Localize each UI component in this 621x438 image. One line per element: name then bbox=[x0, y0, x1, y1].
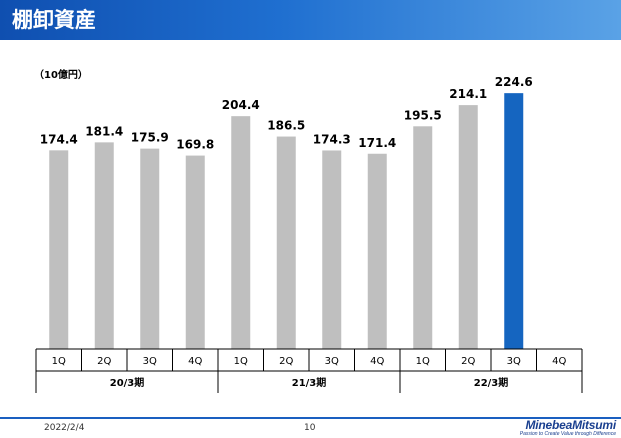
value-label-7: 171.4 bbox=[358, 136, 396, 150]
value-label-6: 174.3 bbox=[313, 132, 351, 146]
value-label-9: 214.1 bbox=[449, 87, 487, 101]
group-label-0: 20/3期 bbox=[110, 376, 145, 389]
category-label-11: 4Q bbox=[552, 356, 566, 367]
footer-date: 2022/2/4 bbox=[44, 423, 85, 433]
bar-10 bbox=[504, 93, 524, 349]
value-label-4: 204.4 bbox=[222, 98, 260, 112]
category-label-2: 3Q bbox=[143, 356, 157, 367]
bar-2 bbox=[140, 148, 160, 349]
bar-3 bbox=[185, 155, 205, 349]
company-logo: MinebeaMitsumi Passion to Create Value t… bbox=[500, 419, 616, 438]
bar-8 bbox=[413, 126, 433, 349]
footer-divider bbox=[0, 417, 621, 419]
category-label-1: 2Q bbox=[97, 356, 111, 367]
category-label-8: 1Q bbox=[416, 356, 430, 367]
category-label-7: 4Q bbox=[370, 356, 384, 367]
logo-wordmark: MinebeaMitsumi bbox=[525, 418, 616, 432]
group-label-2: 22/3期 bbox=[474, 376, 509, 389]
inventory-bar-chart: 174.4 181.4 175.9 169.8 204.4 186.5 174.3 171.4… bbox=[35, 75, 583, 393]
category-label-9: 2Q bbox=[461, 356, 475, 367]
bar-7 bbox=[367, 153, 387, 349]
title-bar: 棚卸資産 bbox=[0, 0, 621, 40]
unit-label: （10億円） bbox=[34, 70, 88, 81]
value-label-1: 181.4 bbox=[85, 124, 123, 138]
bar-9 bbox=[458, 105, 478, 349]
category-label-3: 4Q bbox=[188, 356, 202, 367]
logo-tagline: Passion to Create Value through Differen… bbox=[519, 431, 616, 437]
page-title: 棚卸資産 bbox=[12, 8, 96, 32]
value-label-3: 169.8 bbox=[176, 138, 214, 152]
bar-1 bbox=[94, 142, 114, 349]
value-label-0: 174.4 bbox=[40, 132, 78, 146]
category-label-10: 3Q bbox=[507, 356, 521, 367]
value-label-10: 224.6 bbox=[495, 75, 533, 89]
value-label-8: 195.5 bbox=[404, 108, 442, 122]
value-label-5: 186.5 bbox=[267, 119, 305, 133]
bar-5 bbox=[276, 136, 296, 349]
page-number: 10 bbox=[304, 423, 316, 433]
category-label-0: 1Q bbox=[52, 356, 66, 367]
bar-6 bbox=[322, 150, 342, 349]
bar-0 bbox=[49, 150, 69, 349]
bar-4 bbox=[231, 116, 251, 349]
value-label-2: 175.9 bbox=[131, 131, 169, 145]
category-label-4: 1Q bbox=[234, 356, 248, 367]
category-label-6: 3Q bbox=[325, 356, 339, 367]
category-label-5: 2Q bbox=[279, 356, 293, 367]
group-label-1: 21/3期 bbox=[292, 376, 327, 389]
